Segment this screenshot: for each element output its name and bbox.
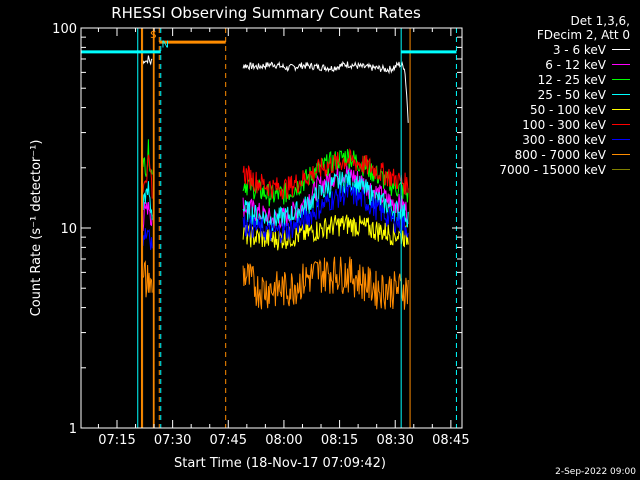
legend-label-1: 6 - 12 keV [545, 57, 606, 72]
legend-swatch-2 [612, 79, 630, 80]
chart-title: RHESSI Observing Summary Count Rates [111, 4, 421, 22]
legend-swatch-4 [612, 109, 630, 110]
x-tick-label-2: 07:45 [210, 433, 247, 448]
legend-entry-1: 6 - 12 keV [470, 57, 630, 72]
y-tick-label-1: 10 [60, 222, 77, 237]
legend-swatch-5 [612, 124, 630, 125]
series-0 [142, 55, 409, 123]
series-3 [142, 170, 409, 232]
annotation-label-15: N [161, 39, 168, 50]
legend-label-7: 800 - 7000 keV [514, 147, 606, 162]
series-7 [142, 256, 409, 310]
x-tick-label-5: 08:30 [376, 433, 413, 448]
y-axis-label: Count Rate (s⁻¹ detector⁻¹) [29, 140, 44, 317]
y-tick-label-0: 1 [69, 422, 77, 437]
y-tick-label-2: 100 [52, 22, 77, 37]
x-tick-label-0: 07:15 [98, 433, 135, 448]
legend-entry-0: 3 - 6 keV [470, 42, 630, 57]
legend-swatch-0 [612, 49, 630, 50]
x-axis-label: Start Time (18-Nov-17 07:09:42) [174, 456, 386, 471]
legend-swatch-6 [612, 139, 630, 140]
series-1-segment-0 [142, 201, 153, 232]
legend-label-8: 7000 - 15000 keV [499, 162, 606, 177]
x-tick-label-6: 08:45 [432, 433, 469, 448]
x-tick-label-1: 07:30 [154, 433, 191, 448]
footer-timestamp: 2-Sep-2022 09:00 [555, 467, 636, 477]
legend-entry-5: 100 - 300 keV [470, 117, 630, 132]
legend-entry-8: 7000 - 15000 keV [470, 162, 630, 177]
series-6 [142, 183, 409, 250]
legend-entry-4: 50 - 100 keV [470, 102, 630, 117]
series-3-segment-0 [142, 181, 153, 220]
series-6-segment-1 [242, 183, 409, 244]
legend-header-line-2: FDecim 2, Att 0 [536, 28, 630, 42]
legend-label-4: 50 - 100 keV [529, 102, 606, 117]
legend-entry-3: 25 - 50 keV [470, 87, 630, 102]
series-6-segment-0 [142, 228, 153, 250]
x-tick-label-4: 08:15 [321, 433, 358, 448]
legend-label-5: 100 - 300 keV [522, 117, 606, 132]
legend-label-2: 12 - 25 keV [537, 72, 606, 87]
series-7-segment-1 [242, 256, 409, 310]
legend-entry-2: 12 - 25 keV [470, 72, 630, 87]
annotation-label-14: S [150, 30, 156, 41]
legend-swatch-8 [612, 169, 630, 170]
x-tick-label-3: 08:00 [265, 433, 302, 448]
series-7-segment-0 [142, 260, 153, 298]
legend-header-line-1: Det 1,3,6, [570, 14, 631, 28]
legend-entry-7: 800 - 7000 keV [470, 147, 630, 162]
legend-label-6: 300 - 800 keV [522, 132, 606, 147]
series-3-segment-1 [242, 170, 409, 232]
legend-swatch-3 [612, 94, 630, 95]
legend-label-3: 25 - 50 keV [537, 87, 606, 102]
legend: Det 1,3,6, FDecim 2, Att 0 3 - 6 keV 6 - … [470, 14, 630, 177]
legend-label-0: 3 - 6 keV [552, 42, 606, 57]
legend-swatch-7 [612, 154, 630, 155]
series-5-segment-0 [142, 154, 153, 199]
legend-entry-6: 300 - 800 keV [470, 132, 630, 147]
legend-swatch-1 [612, 64, 630, 65]
series-5-segment-1 [242, 147, 409, 200]
series-5 [142, 147, 409, 200]
series-0-segment-1 [242, 60, 409, 123]
series-0-segment-0 [142, 55, 153, 66]
